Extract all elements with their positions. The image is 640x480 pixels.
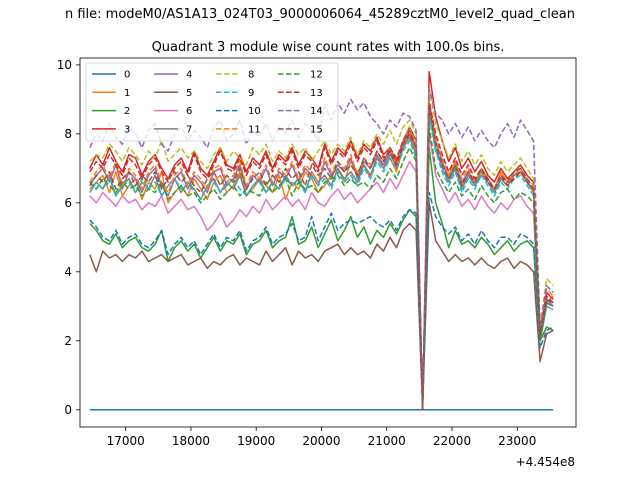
plot-area xyxy=(89,71,554,411)
x-tick-label: 20000 xyxy=(302,434,340,448)
legend-label-1: 1 xyxy=(124,88,130,99)
series-line-12 xyxy=(89,126,554,408)
series-line-5 xyxy=(89,202,554,411)
series-line-9 xyxy=(89,115,554,408)
series-line-15 xyxy=(89,105,554,408)
x-offset-label: +4.454e8 xyxy=(516,455,575,469)
series-line-13 xyxy=(89,102,554,411)
y-tick-label: 10 xyxy=(57,58,72,72)
x-tick-label: 19000 xyxy=(237,434,275,448)
legend-label-0: 0 xyxy=(124,70,130,81)
figure-title: n file: modeM0/AS1A13_024T03_9000006064_… xyxy=(65,7,575,22)
x-tick-label: 21000 xyxy=(368,434,406,448)
series-line-2 xyxy=(89,146,554,408)
y-tick-label: 6 xyxy=(64,196,72,210)
x-tick-label: 22000 xyxy=(433,434,471,448)
series-line-6 xyxy=(89,133,554,408)
series-line-3 xyxy=(89,71,554,411)
legend-label-6: 6 xyxy=(186,106,192,117)
legend-label-10: 10 xyxy=(248,106,261,117)
y-tick-label: 2 xyxy=(64,334,72,348)
legend-label-12: 12 xyxy=(310,70,323,81)
axes: 17000 18000 19000 20000 21000 22000 23000 0 2 4 6 8… xyxy=(57,57,577,448)
x-tick-label: 18000 xyxy=(172,434,210,448)
y-tick-label: 8 xyxy=(64,127,72,141)
chart-title: Quadrant 3 module wise count rates with … xyxy=(152,40,505,55)
legend-label-11: 11 xyxy=(248,124,261,135)
series-line-10 xyxy=(89,191,554,408)
legend-label-9: 9 xyxy=(248,88,254,99)
legend-label-3: 3 xyxy=(124,124,130,135)
legend-label-5: 5 xyxy=(186,88,192,99)
axes-frame xyxy=(79,57,577,428)
legend-label-7: 7 xyxy=(186,124,192,135)
legend-label-8: 8 xyxy=(248,70,254,81)
x-tick-label: 17000 xyxy=(107,434,145,448)
legend-box xyxy=(85,62,339,142)
x-tick-label: 23000 xyxy=(498,434,536,448)
legend-label-4: 4 xyxy=(186,70,192,81)
legend-label-14: 14 xyxy=(310,106,323,117)
legend-label-13: 13 xyxy=(310,88,323,99)
legend-label-15: 15 xyxy=(310,124,323,135)
legend-label-2: 2 xyxy=(124,106,130,117)
y-tick-label: 0 xyxy=(64,403,72,417)
series-line-8 xyxy=(89,88,554,408)
y-tick-label: 4 xyxy=(64,265,72,279)
